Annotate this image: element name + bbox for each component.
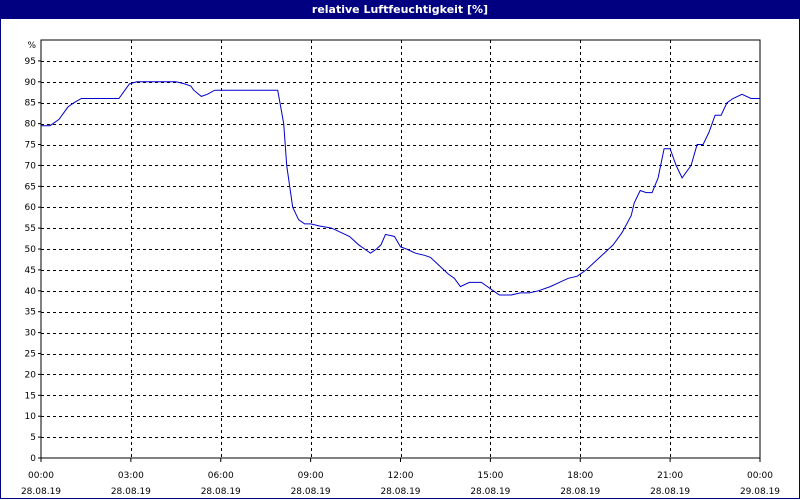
- x-tick-time-label: 00:00: [28, 471, 54, 481]
- y-tick-label: 75: [25, 141, 36, 151]
- y-tick-label: 95: [25, 57, 36, 67]
- y-tick-label: 65: [25, 182, 36, 192]
- x-tick-date-label: 28.08.19: [111, 487, 151, 497]
- x-tick-time-label: 12:00: [388, 471, 414, 481]
- x-tick-time-label: 15:00: [477, 471, 503, 481]
- y-axis-ticks: 0 5 10 15 20 25 30 35 40 45 50 55 60 65 70 75 80 85 90 95: [25, 57, 41, 464]
- x-tick-date-label: 28.08.19: [201, 487, 241, 497]
- x-tick-time-label: 03:00: [118, 471, 144, 481]
- y-tick-label: 50: [25, 245, 37, 255]
- x-tick-time-label: 00:00: [747, 471, 773, 481]
- y-tick-label: 90: [25, 78, 37, 88]
- y-tick-label: 35: [25, 308, 36, 318]
- y-tick-label: 30: [25, 329, 37, 339]
- x-tick-time-label: 09:00: [298, 471, 324, 481]
- grid: [41, 40, 760, 458]
- x-tick-time-label: 21:00: [657, 471, 683, 481]
- y-axis-label: %: [27, 41, 36, 51]
- chart-frame: 0 5 10 15 20 25 30 35 40 45 50 55 60 65 70 75 80 85 90 95 0…: [0, 19, 800, 499]
- x-axis-ticks: 00:00 28.08.19 03:00 28.08.19 06:00 28.08.19 0…: [21, 458, 780, 497]
- x-tick-date-label: 29.08.19: [740, 487, 780, 497]
- x-tick-date-label: 28.08.19: [650, 487, 690, 497]
- y-tick-label: 70: [25, 161, 37, 171]
- y-tick-label: 80: [25, 120, 37, 130]
- y-tick-label: 40: [25, 287, 37, 297]
- plot-area-border: [40, 39, 761, 459]
- y-tick-label: 10: [25, 412, 37, 422]
- y-tick-label: 55: [25, 224, 36, 234]
- x-tick-time-label: 18:00: [567, 471, 593, 481]
- y-tick-label: 45: [25, 266, 36, 276]
- series-layer: [41, 81, 760, 296]
- x-tick-date-label: 28.08.19: [470, 487, 510, 497]
- y-tick-label: 15: [25, 391, 36, 401]
- y-tick-label: 85: [25, 99, 36, 109]
- x-tick-date-label: 28.08.19: [380, 487, 420, 497]
- y-tick-label: 20: [25, 370, 37, 380]
- x-tick-date-label: 28.08.19: [560, 487, 600, 497]
- series-line-humidity: [41, 81, 760, 296]
- x-tick-time-label: 06:00: [208, 471, 234, 481]
- x-tick-date-label: 28.08.19: [21, 487, 61, 497]
- humidity-chart: 0 5 10 15 20 25 30 35 40 45 50 55 60 65 70 75 80 85 90 95 0…: [21, 39, 780, 497]
- y-tick-label: 5: [30, 433, 36, 443]
- y-tick-label: 25: [25, 350, 36, 360]
- x-tick-date-label: 28.08.19: [291, 487, 331, 497]
- y-tick-label: 60: [25, 203, 37, 213]
- y-tick-label: 0: [30, 454, 36, 464]
- chart-title: relative Luftfeuchtigkeit [%]: [0, 0, 800, 19]
